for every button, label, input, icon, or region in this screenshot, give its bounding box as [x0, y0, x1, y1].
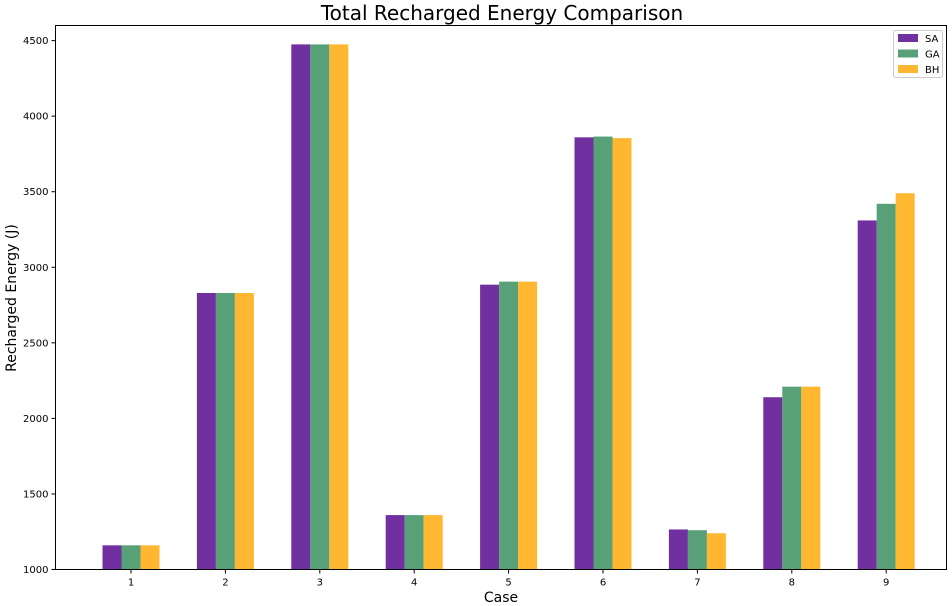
- bar-ga-case-3: [310, 44, 330, 570]
- y-axis-label: Recharged Energy (J): [4, 224, 20, 372]
- bar-ga-case-5: [499, 281, 519, 570]
- x-tick-label-1: 1: [128, 578, 134, 589]
- bar-sa-case-9: [857, 220, 877, 570]
- bar-sa-case-3: [291, 44, 311, 570]
- bar-bh-case-4: [423, 515, 443, 570]
- bar-sa-case-7: [668, 529, 688, 570]
- bar-ga-case-7: [687, 530, 707, 570]
- plot-area-frame: [55, 25, 947, 570]
- bar-bh-case-1: [140, 545, 160, 570]
- y-tick-label-4000: 4000: [23, 112, 48, 123]
- bar-sa-case-8: [763, 397, 783, 570]
- bar-bh-case-6: [612, 138, 632, 570]
- legend-swatch-sa: [898, 34, 918, 42]
- bar-sa-case-6: [574, 137, 594, 570]
- x-axis-label: Case: [484, 590, 518, 606]
- legend-items: SA GA BH: [898, 34, 940, 76]
- x-axis: 1 2 3 4 5 6 7 8 9: [128, 569, 889, 589]
- bar-bh-case-7: [706, 533, 726, 570]
- x-tick-label-9: 9: [883, 578, 889, 589]
- legend: SA GA BH: [893, 30, 943, 78]
- bar-sa-case-1: [102, 545, 122, 570]
- bar-ga-case-9: [876, 203, 896, 570]
- legend-swatch-ga: [898, 49, 918, 58]
- bar-ga-case-6: [593, 136, 613, 570]
- bar-ga-case-4: [404, 515, 424, 570]
- y-tick-label-3000: 3000: [23, 263, 48, 274]
- x-tick-label-6: 6: [600, 578, 606, 589]
- bar-ga-case-1: [121, 545, 141, 570]
- bar-sa-case-5: [480, 284, 500, 570]
- bar-bh-case-8: [801, 386, 821, 570]
- legend-label-bh: BH: [925, 65, 939, 76]
- y-tick-label-1500: 1500: [23, 489, 48, 500]
- bar-sa-case-2: [196, 292, 216, 570]
- x-tick-label-2: 2: [222, 578, 228, 589]
- x-tick-label-3: 3: [317, 578, 323, 589]
- bar-bh-case-5: [518, 281, 538, 570]
- legend-label-sa: SA: [925, 34, 939, 45]
- bar-sa-case-4: [385, 515, 405, 570]
- bar-ga-case-8: [782, 386, 802, 570]
- y-tick-label-2500: 2500: [23, 338, 48, 349]
- y-axis: 1000 1500 2000 2500 3000 3500 4000 4500: [23, 36, 56, 576]
- bar-bh-case-9: [895, 193, 915, 570]
- y-tick-label-1000: 1000: [23, 565, 48, 576]
- y-tick-label-3500: 3500: [23, 187, 48, 198]
- x-tick-label-5: 5: [505, 578, 511, 589]
- y-tick-label-4500: 4500: [23, 36, 48, 47]
- x-tick-label-4: 4: [411, 578, 417, 589]
- legend-label-ga: GA: [925, 50, 940, 61]
- bar-bh-case-2: [234, 292, 254, 570]
- legend-swatch-bh: [898, 65, 918, 73]
- bar-bh-case-3: [329, 44, 349, 570]
- chart-title: Total Recharged Energy Comparison: [320, 1, 683, 25]
- x-tick-label-8: 8: [789, 578, 795, 589]
- y-tick-label-2000: 2000: [23, 414, 48, 425]
- bar-ga-case-2: [215, 292, 235, 570]
- x-tick-label-7: 7: [694, 578, 700, 589]
- bars-layer: [102, 44, 915, 570]
